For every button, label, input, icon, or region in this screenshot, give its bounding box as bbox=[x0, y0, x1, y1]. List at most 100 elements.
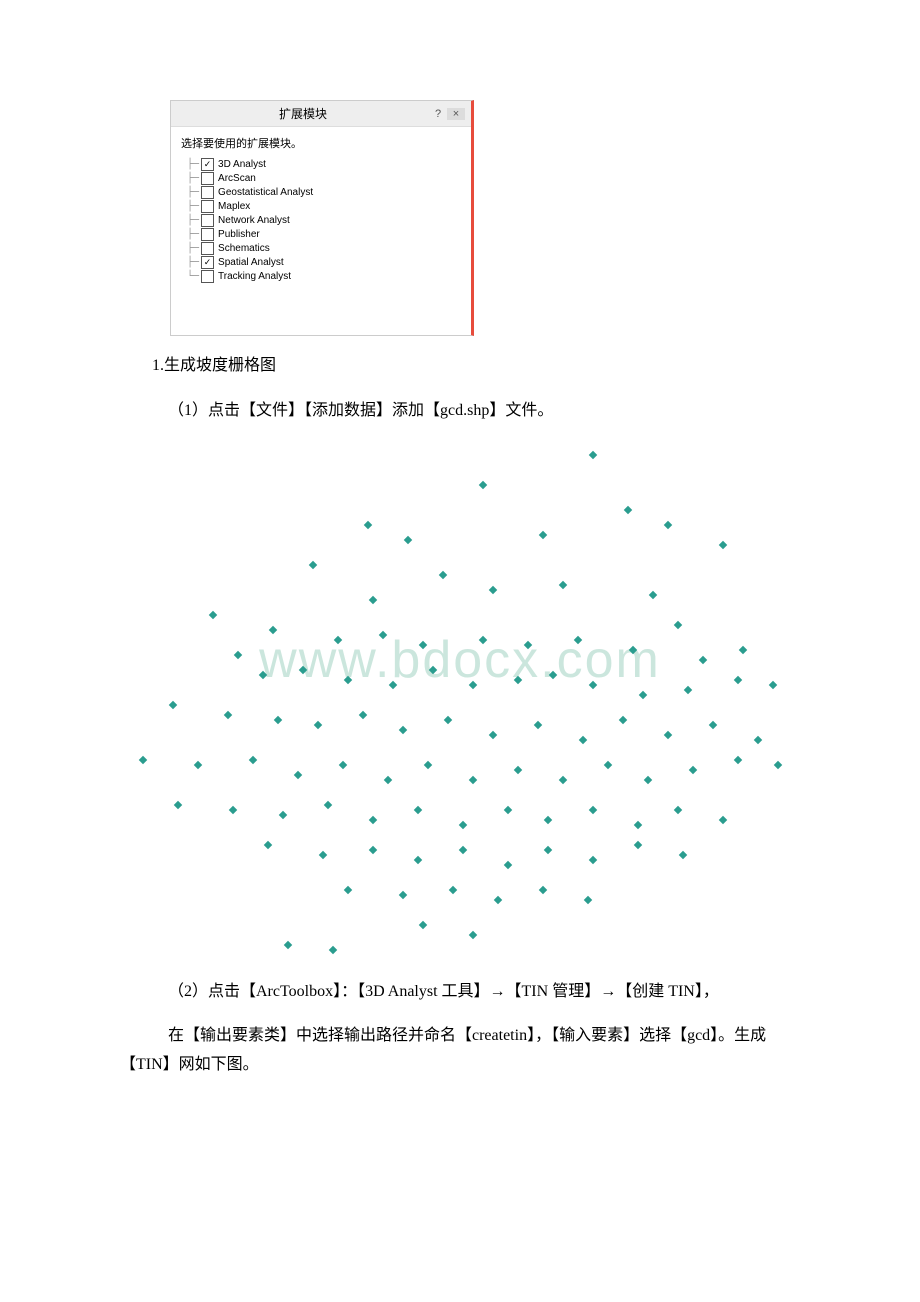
scatter-point bbox=[514, 675, 522, 683]
scatter-point bbox=[719, 540, 727, 548]
tree-branch-icon: ├─ bbox=[187, 187, 199, 198]
checkbox[interactable] bbox=[201, 242, 214, 255]
scatter-point bbox=[559, 580, 567, 588]
scatter-point bbox=[424, 760, 432, 768]
scatter-point bbox=[479, 480, 487, 488]
extension-item[interactable]: └─Tracking Analyst bbox=[187, 269, 461, 283]
scatter-point bbox=[419, 920, 427, 928]
extension-item[interactable]: ├─Maplex bbox=[187, 199, 461, 213]
scatter-point bbox=[489, 730, 497, 738]
scatter-point bbox=[584, 895, 592, 903]
checkbox[interactable] bbox=[201, 200, 214, 213]
scatter-point bbox=[389, 680, 397, 688]
scatter-point bbox=[399, 725, 407, 733]
scatter-point bbox=[549, 670, 557, 678]
scatter-point bbox=[174, 800, 182, 808]
scatter-point bbox=[589, 450, 597, 458]
tree-branch-icon: ├─ bbox=[187, 257, 199, 268]
extension-item[interactable]: ├─Publisher bbox=[187, 227, 461, 241]
scatter-point bbox=[399, 890, 407, 898]
scatter-point bbox=[639, 690, 647, 698]
help-button[interactable]: ? bbox=[429, 108, 447, 120]
extension-label: Maplex bbox=[218, 201, 250, 212]
scatter-point bbox=[274, 715, 282, 723]
scatter-point bbox=[679, 850, 687, 858]
scatter-point bbox=[664, 730, 672, 738]
scatter-point bbox=[369, 815, 377, 823]
extension-item[interactable]: ├─✓Spatial Analyst bbox=[187, 255, 461, 269]
scatter-point bbox=[319, 850, 327, 858]
scatter-point bbox=[229, 805, 237, 813]
tree-branch-icon: ├─ bbox=[187, 229, 199, 240]
scatter-point bbox=[139, 755, 147, 763]
scatter-point bbox=[294, 770, 302, 778]
extension-item[interactable]: ├─ Schematics bbox=[187, 241, 461, 255]
extension-item[interactable]: ├─✓3D Analyst bbox=[187, 157, 461, 171]
checkbox[interactable] bbox=[201, 172, 214, 185]
checkbox[interactable] bbox=[201, 214, 214, 227]
dialog-title: 扩展模块 bbox=[177, 105, 429, 122]
scatter-point bbox=[754, 735, 762, 743]
scatter-point bbox=[259, 670, 267, 678]
scatter-point bbox=[624, 505, 632, 513]
tree-branch-icon: └─ bbox=[187, 271, 199, 282]
scatter-point bbox=[469, 930, 477, 938]
extension-label: Geostatistical Analyst bbox=[218, 187, 313, 198]
extension-label: Schematics bbox=[218, 243, 270, 254]
scatter-point bbox=[674, 805, 682, 813]
scatter-point bbox=[324, 800, 332, 808]
scatter-point bbox=[209, 610, 217, 618]
tree-branch-icon: ├─ bbox=[187, 243, 199, 254]
close-button[interactable]: × bbox=[447, 108, 465, 120]
scatter-point bbox=[469, 680, 477, 688]
scatter-point bbox=[429, 665, 437, 673]
scatter-point bbox=[449, 885, 457, 893]
scatter-point bbox=[459, 845, 467, 853]
checkbox[interactable] bbox=[201, 186, 214, 199]
scatter-point bbox=[534, 720, 542, 728]
scatter-point bbox=[559, 775, 567, 783]
scatter-point bbox=[629, 645, 637, 653]
scatter-point bbox=[469, 775, 477, 783]
scatter-point bbox=[494, 895, 502, 903]
scatter-point bbox=[309, 560, 317, 568]
scatter-point bbox=[459, 820, 467, 828]
scatter-point bbox=[634, 840, 642, 848]
scatter-point bbox=[439, 570, 447, 578]
scatter-point bbox=[224, 710, 232, 718]
extension-item[interactable]: ├─Network Analyst bbox=[187, 213, 461, 227]
scatter-point bbox=[344, 885, 352, 893]
scatter-point bbox=[684, 685, 692, 693]
scatter-point bbox=[334, 635, 342, 643]
scatter-point bbox=[649, 590, 657, 598]
scatter-point bbox=[269, 625, 277, 633]
scatter-point bbox=[739, 645, 747, 653]
scatter-point bbox=[369, 595, 377, 603]
scatter-point bbox=[674, 620, 682, 628]
scatter-point bbox=[514, 765, 522, 773]
checkbox[interactable]: ✓ bbox=[201, 158, 214, 171]
scatter-point bbox=[479, 635, 487, 643]
scatter-point bbox=[589, 855, 597, 863]
watermark: www.bdocx.com bbox=[259, 630, 661, 690]
scatter-point bbox=[404, 535, 412, 543]
scatter-point bbox=[699, 655, 707, 663]
scatter-point bbox=[634, 820, 642, 828]
checkbox[interactable]: ✓ bbox=[201, 256, 214, 269]
scatter-point bbox=[579, 735, 587, 743]
scatter-point bbox=[544, 845, 552, 853]
extension-item[interactable]: ├─ArcScan bbox=[187, 171, 461, 185]
scatter-point bbox=[664, 520, 672, 528]
scatter-point bbox=[329, 945, 337, 953]
scatter-point bbox=[539, 530, 547, 538]
scatter-point bbox=[169, 700, 177, 708]
checkbox[interactable] bbox=[201, 270, 214, 283]
scatter-point bbox=[414, 805, 422, 813]
scatter-point bbox=[364, 520, 372, 528]
scatter-point bbox=[384, 775, 392, 783]
tree-branch-icon: ├─ bbox=[187, 159, 199, 170]
tree-branch-icon: ├─ bbox=[187, 173, 199, 184]
extension-item[interactable]: ├─ Geostatistical Analyst bbox=[187, 185, 461, 199]
scatter-point bbox=[279, 810, 287, 818]
checkbox[interactable] bbox=[201, 228, 214, 241]
